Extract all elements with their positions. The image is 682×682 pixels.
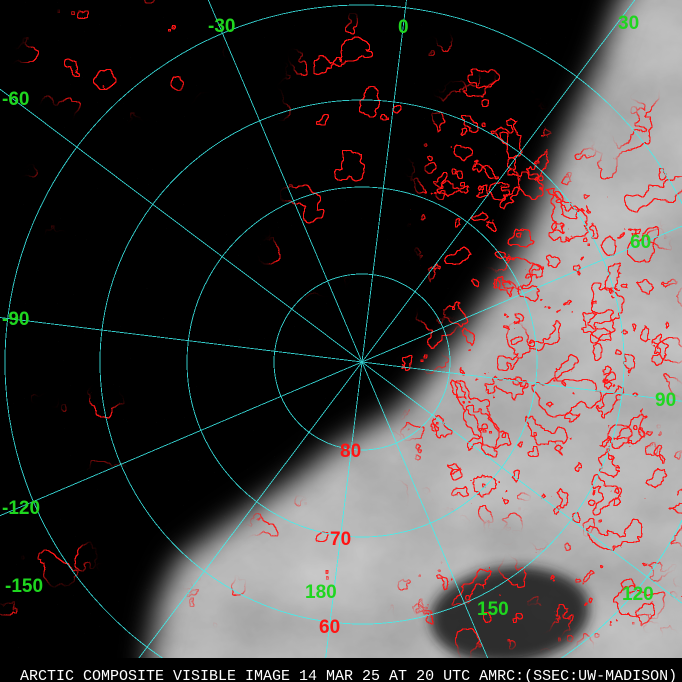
svg-text:-30: -30 xyxy=(208,16,235,37)
svg-text:180: 180 xyxy=(305,582,337,603)
svg-text:0: 0 xyxy=(398,17,409,38)
svg-text:120: 120 xyxy=(622,584,654,605)
svg-text:150: 150 xyxy=(477,599,509,620)
svg-text:70: 70 xyxy=(330,529,351,550)
svg-text:60: 60 xyxy=(630,232,651,253)
svg-text:60: 60 xyxy=(319,617,340,638)
svg-text:90: 90 xyxy=(655,390,676,411)
svg-text:80: 80 xyxy=(340,441,361,462)
svg-text:-90: -90 xyxy=(2,309,29,330)
svg-text:-120: -120 xyxy=(2,498,40,519)
svg-text:-60: -60 xyxy=(2,89,29,110)
svg-text:-150: -150 xyxy=(5,576,43,597)
svg-text:30: 30 xyxy=(618,13,639,34)
